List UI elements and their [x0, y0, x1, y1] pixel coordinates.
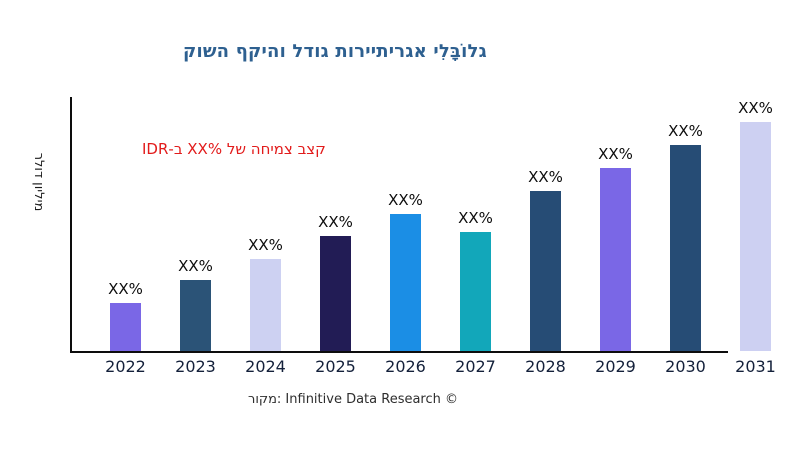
bar-value-label-2022: XX% [108, 280, 143, 298]
bar-value-label-2027: XX% [458, 209, 493, 227]
bar-value-label-2026: XX% [388, 191, 423, 209]
bar-value-label-2023: XX% [178, 257, 213, 275]
x-tick-label-2028: 2028 [525, 357, 566, 376]
bar-2027 [460, 232, 491, 351]
x-tick-label-2024: 2024 [245, 357, 286, 376]
bar-2024 [250, 259, 281, 351]
bar-2022 [110, 303, 141, 351]
x-tick-label-2027: 2027 [455, 357, 496, 376]
source-credit: מקור: Infinitive Data Research © [247, 392, 459, 407]
bar-value-label-2025: XX% [318, 213, 353, 231]
x-tick-label-2026: 2026 [385, 357, 426, 376]
x-tick-label-2023: 2023 [175, 357, 216, 376]
bar-2030 [670, 145, 701, 351]
bar-value-label-2024: XX% [248, 236, 283, 254]
x-tick-label-2025: 2025 [315, 357, 356, 376]
bar-value-label-2029: XX% [598, 145, 633, 163]
bar-value-label-2028: XX% [528, 168, 563, 186]
x-tick-label-2031: 2031 [735, 357, 776, 376]
bar-value-label-2030: XX% [668, 122, 703, 140]
bar-2026 [390, 214, 421, 351]
bar-2031 [740, 122, 771, 351]
bar-2025 [320, 236, 351, 351]
x-tick-label-2030: 2030 [665, 357, 706, 376]
x-tick-label-2029: 2029 [595, 357, 636, 376]
bar-2023 [180, 280, 211, 351]
y-axis-label: מיליון דולר [31, 152, 46, 212]
x-tick-label-2022: 2022 [105, 357, 146, 376]
bar-2028 [530, 191, 561, 351]
bar-value-label-2031: XX% [738, 99, 773, 117]
bar-2029 [600, 168, 631, 351]
axes-frame [70, 97, 728, 353]
growth-rate-annotation: קצב צמיחה של %XX ב-IDR [142, 140, 326, 158]
chart-title: גלוֹבָּלִי אגריתיירות גודל והיקף השוק [183, 41, 487, 62]
